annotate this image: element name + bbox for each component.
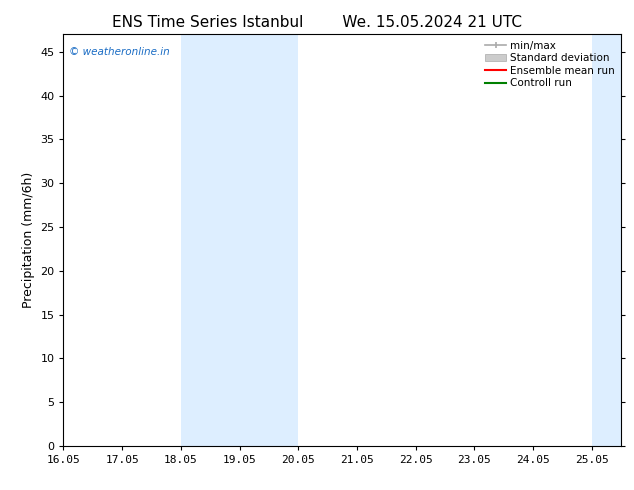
Bar xyxy=(181,34,299,446)
Legend: min/max, Standard deviation, Ensemble mean run, Controll run: min/max, Standard deviation, Ensemble me… xyxy=(481,36,619,93)
Y-axis label: Precipitation (mm/6h): Precipitation (mm/6h) xyxy=(22,172,35,308)
Text: © weatheronline.in: © weatheronline.in xyxy=(69,47,170,57)
Bar xyxy=(592,34,621,446)
Text: ENS Time Series Istanbul        We. 15.05.2024 21 UTC: ENS Time Series Istanbul We. 15.05.2024 … xyxy=(112,15,522,30)
